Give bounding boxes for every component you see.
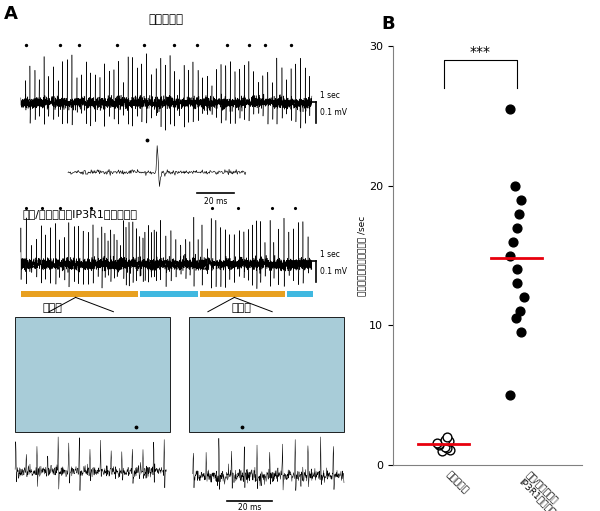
Point: [440, 443, 450, 451]
Point: [442, 433, 452, 441]
Text: B: B: [381, 15, 395, 33]
Point: [506, 251, 515, 260]
Point: [434, 442, 443, 450]
Point: [508, 238, 518, 246]
Y-axis label: 登上線維からの入力の数 /sec: 登上線維からの入力の数 /sec: [358, 215, 367, 296]
Point: [515, 307, 524, 315]
Point: [434, 440, 443, 448]
Text: 20 ms: 20 ms: [238, 503, 261, 511]
Text: 0.1 mV: 0.1 mV: [320, 267, 347, 276]
Point: [506, 391, 515, 399]
Point: [440, 436, 450, 444]
Text: ***: ***: [470, 44, 491, 59]
Point: [445, 437, 454, 446]
Point: [442, 444, 452, 452]
Bar: [140, 291, 199, 297]
Point: [505, 105, 515, 113]
Point: [512, 280, 522, 288]
Point: [510, 181, 520, 190]
Text: 硬直時: 硬直時: [232, 303, 252, 313]
Text: 1 sec: 1 sec: [320, 250, 340, 259]
Point: [512, 223, 521, 231]
Text: 0.1 mV: 0.1 mV: [320, 108, 347, 117]
Text: 小脳/脳幹特異的IP3R1欠損マウス: 小脳/脳幹特異的IP3R1欠損マウス: [23, 210, 137, 220]
Point: [519, 293, 529, 301]
Bar: [287, 291, 313, 297]
Bar: [189, 317, 344, 432]
Point: [511, 314, 520, 322]
Point: [512, 265, 521, 273]
Point: [514, 210, 524, 218]
Text: A: A: [4, 5, 17, 23]
Point: [433, 438, 442, 447]
Point: [516, 328, 526, 336]
Point: [446, 446, 455, 454]
Point: [437, 447, 447, 455]
Text: 20 ms: 20 ms: [204, 197, 227, 206]
Text: 伸展時: 伸展時: [43, 303, 63, 313]
Text: 1 sec: 1 sec: [320, 90, 340, 100]
Text: 正常マウス: 正常マウス: [149, 13, 184, 26]
Bar: [200, 291, 286, 297]
Bar: [21, 291, 138, 297]
Bar: [15, 317, 170, 432]
Point: [516, 196, 526, 204]
